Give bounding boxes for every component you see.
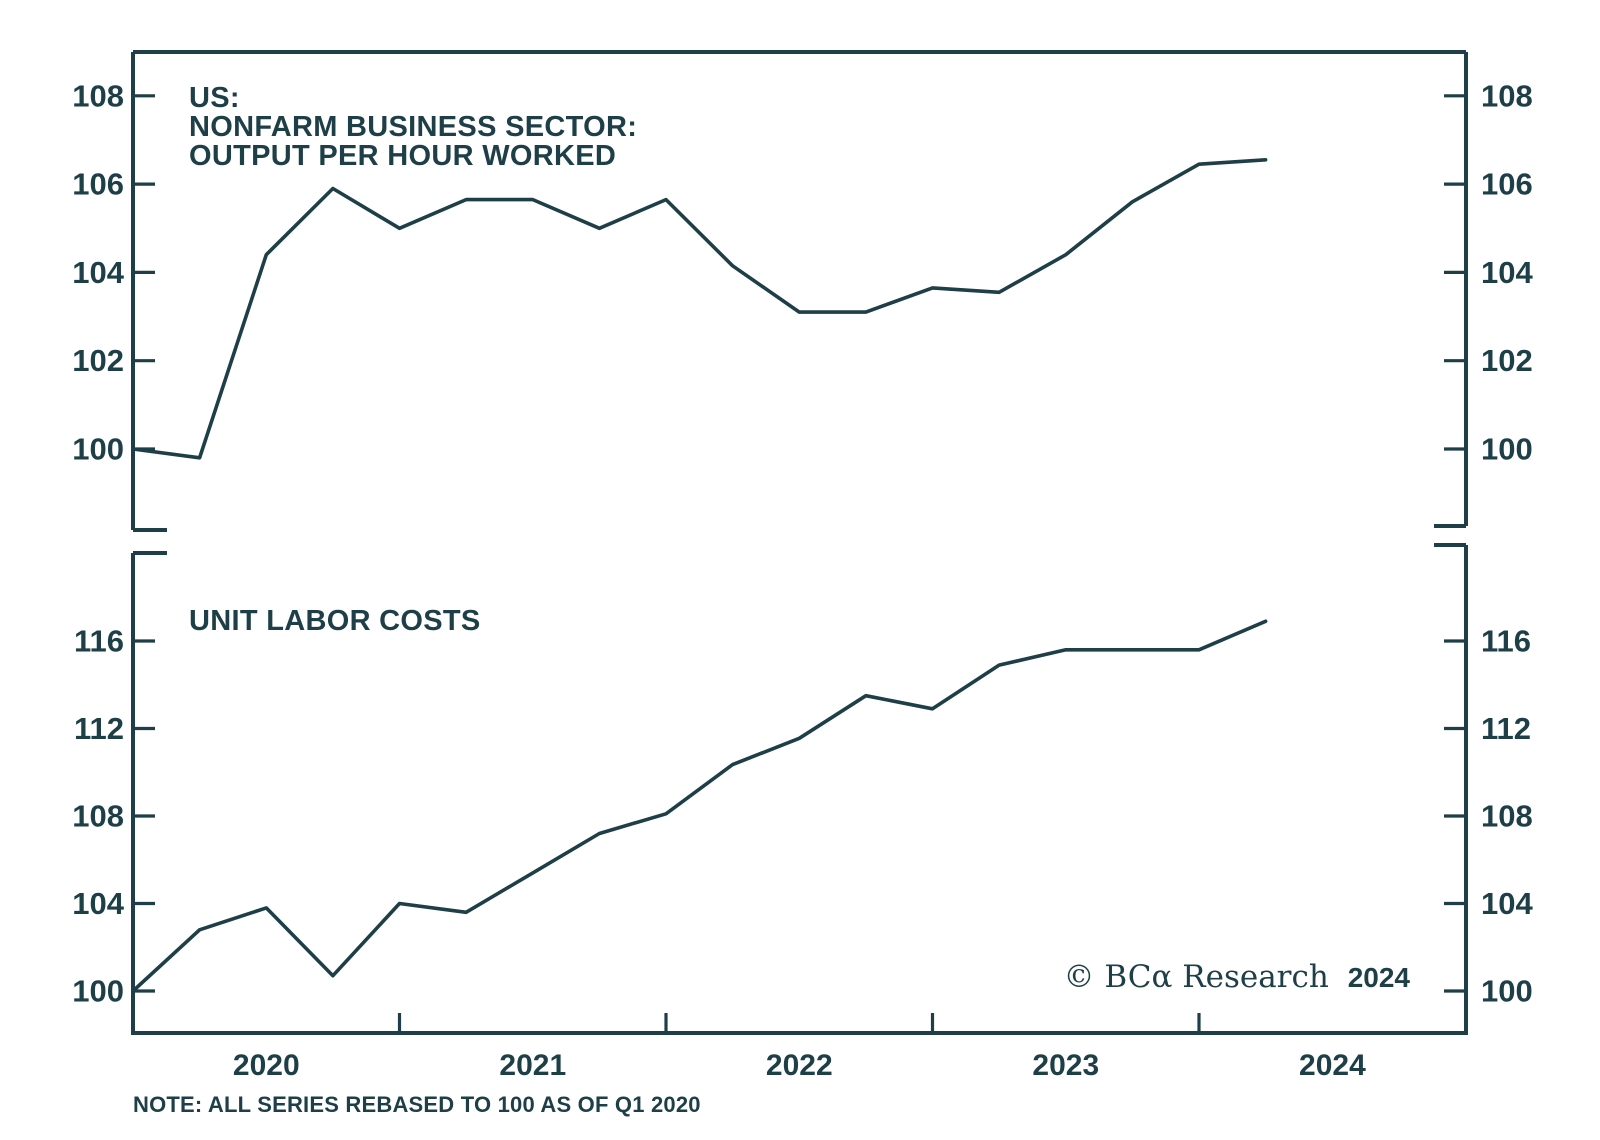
copyright-year: 2024 — [1348, 962, 1411, 993]
top-chart-left-tick-label-108: 108 — [72, 78, 124, 113]
bottom-chart-left-tick-label-108: 108 — [72, 799, 124, 834]
footnote: NOTE: ALL SERIES REBASED TO 100 AS OF Q1… — [133, 1092, 701, 1117]
bottom-chart-right-tick-label-108: 108 — [1481, 799, 1533, 834]
top-chart-title-line-2: NONFARM BUSINESS SECTOR: — [189, 111, 637, 143]
bottom-chart-left-tick-label-116: 116 — [74, 624, 124, 659]
top-chart-left-tick-label-102: 102 — [72, 343, 124, 378]
top-chart-right-tick-label-102: 102 — [1481, 343, 1533, 378]
top-chart-left-tick-label-100: 100 — [72, 432, 124, 467]
bottom-chart-left-tick-label-104: 104 — [72, 886, 124, 921]
bottom-chart-right-tick-label-116: 116 — [1481, 624, 1531, 659]
top-chart-right-tick-label-100: 100 — [1481, 432, 1533, 467]
bottom-chart-frame — [131, 543, 1468, 1035]
top-chart-right-tick-label-108: 108 — [1481, 78, 1533, 113]
x-axis-year-label-2020: 2020 — [233, 1049, 300, 1082]
x-axis-ticks-and-labels: 2020 2021 2022 2023 2024 — [233, 1013, 1366, 1082]
top-chart-title: US: NONFARM BUSINESS SECTOR: OUTPUT PER … — [189, 82, 637, 172]
top-chart-left-tick-label-106: 106 — [72, 167, 124, 202]
top-chart-title-line-1: US: — [189, 82, 240, 114]
axis-ticks — [133, 94, 1466, 993]
top-chart-title-line-3: OUTPUT PER HOUR WORKED — [189, 140, 616, 172]
top-chart-left-tick-label-104: 104 — [72, 255, 124, 290]
x-axis-year-label-2022: 2022 — [766, 1049, 833, 1082]
bottom-chart-series-line — [131, 619, 1268, 993]
bottom-chart-right-tick-label-112: 112 — [1481, 711, 1531, 746]
bottom-chart-title: UNIT LABOR COSTS — [189, 605, 481, 637]
bottom-chart-right-tick-label-104: 104 — [1481, 886, 1533, 921]
top-chart-right-tick-label-106: 106 — [1481, 167, 1533, 202]
copyright-text: © BCα Research — [1064, 959, 1329, 995]
x-axis-year-label-2021: 2021 — [499, 1049, 566, 1082]
top-chart-series-line — [131, 158, 1268, 460]
x-axis-year-label-2024: 2024 — [1299, 1049, 1366, 1082]
axis-tick-labels: 100 100 102 102 104 104 106 106 108 108 100 100 104 1… — [72, 78, 1533, 1008]
bottom-chart-right-tick-label-100: 100 — [1481, 974, 1533, 1009]
bottom-chart-left-tick-label-100: 100 — [72, 974, 124, 1009]
x-axis-year-label-2023: 2023 — [1032, 1049, 1099, 1082]
data-series — [131, 158, 1268, 993]
top-chart-right-tick-label-104: 104 — [1481, 255, 1533, 290]
bottom-chart-left-tick-label-112: 112 — [74, 711, 124, 746]
copyright: © BCα Research 2024 — [1064, 959, 1411, 995]
